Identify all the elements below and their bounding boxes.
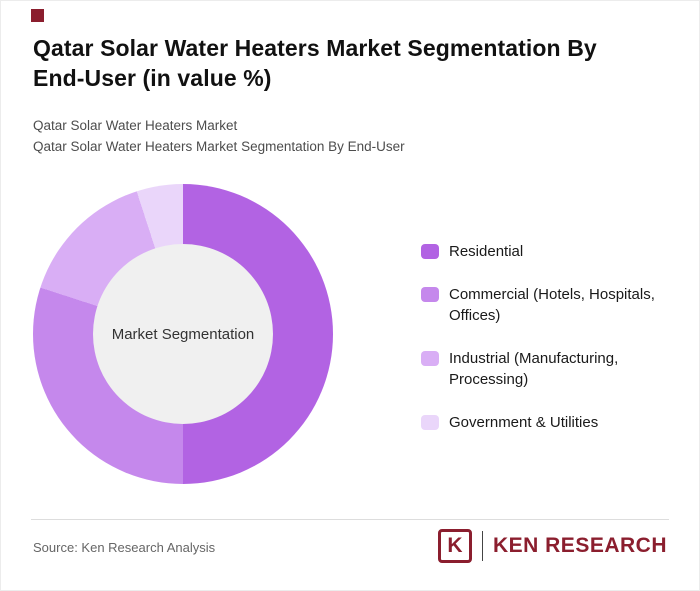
donut-chart: Market Segmentation [33, 184, 333, 484]
chart-legend: Residential Commercial (Hotels, Hospital… [421, 241, 669, 433]
logo-divider [481, 531, 483, 561]
donut-center-label: Market Segmentation [111, 325, 255, 343]
legend-label-commercial: Commercial (Hotels, Hospitals, Offices) [449, 286, 655, 324]
ken-research-logo: K KEN RESEARCH [437, 529, 667, 563]
legend-item-residential: Residential [421, 241, 669, 262]
legend-swatch-government [421, 415, 439, 430]
legend-item-commercial: Commercial (Hotels, Hospitals, Offices) [421, 284, 669, 326]
ken-research-logo-mark: K [437, 529, 472, 563]
donut-center: Market Segmentation [93, 244, 273, 424]
footer-divider [31, 519, 669, 520]
legend-swatch-residential [421, 244, 439, 259]
source-text: Source: Ken Research Analysis [33, 540, 216, 555]
legend-label-industrial: Industrial (Manufacturing, Processing) [449, 350, 619, 388]
legend-swatch-industrial [421, 351, 439, 366]
subtitle-market: Qatar Solar Water Heaters Market [33, 118, 238, 133]
legend-label-government: Government & Utilities [449, 414, 599, 431]
legend-item-industrial: Industrial (Manufacturing, Processing) [421, 348, 669, 390]
page-title: Qatar Solar Water Heaters Market Segment… [33, 35, 597, 91]
legend-item-government: Government & Utilities [421, 412, 669, 433]
legend-swatch-commercial [421, 287, 439, 302]
legend-label-residential: Residential [449, 243, 524, 260]
subtitle-segmentation: Qatar Solar Water Heaters Market Segment… [33, 139, 405, 154]
ken-research-logo-text: KEN RESEARCH [492, 534, 667, 557]
brand-corner-mark [31, 9, 44, 22]
